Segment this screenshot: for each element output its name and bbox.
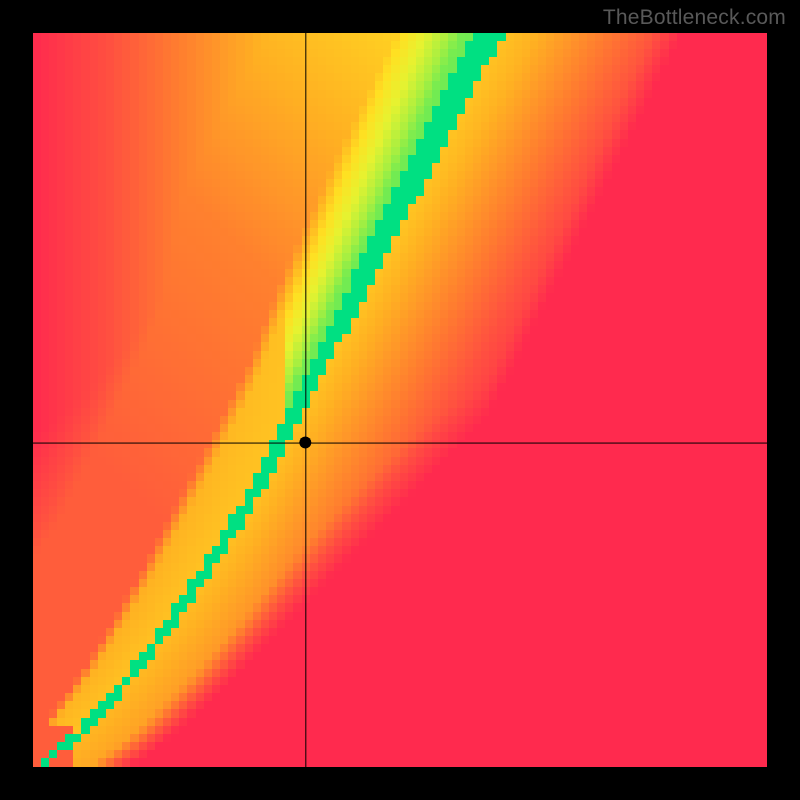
chart-container: TheBottleneck.com [0,0,800,800]
heatmap-plot [33,33,767,767]
watermark-text: TheBottleneck.com [603,6,786,30]
heatmap-canvas [33,33,767,767]
